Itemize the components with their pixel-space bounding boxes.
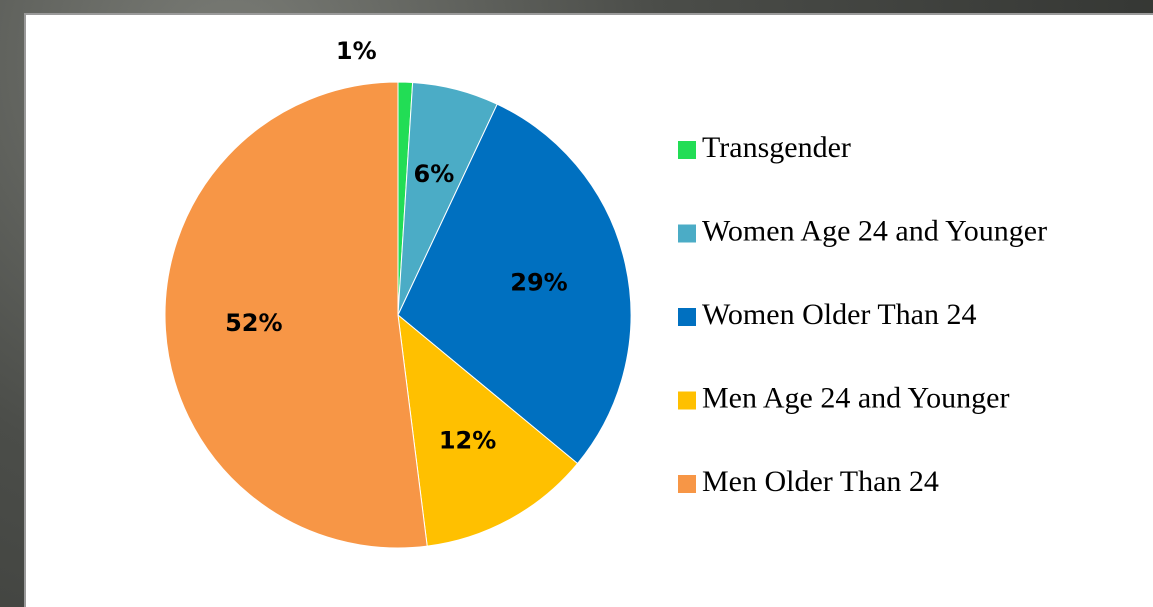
legend-label: Women Age 24 and Younger xyxy=(702,214,1047,247)
legend-label: Men Age 24 and Younger xyxy=(702,381,1010,414)
data-label: 1% xyxy=(336,37,377,65)
data-label: 6% xyxy=(414,160,455,188)
data-label: 52% xyxy=(225,309,282,337)
legend-swatch xyxy=(678,308,696,326)
data-label: 29% xyxy=(510,268,567,296)
data-label: 12% xyxy=(439,427,496,455)
legend-label: Transgender xyxy=(702,131,851,164)
chart: 1% 6% 29% 12% 52% Transgender Women Age 24 and… xyxy=(0,0,1153,607)
legend-swatch xyxy=(678,225,696,243)
legend-swatch xyxy=(678,392,696,410)
legend-label: Men Older Than 24 xyxy=(702,465,939,498)
legend-swatch xyxy=(678,475,696,493)
legend-label: Women Older Than 24 xyxy=(702,298,976,331)
legend-swatch xyxy=(678,141,696,159)
